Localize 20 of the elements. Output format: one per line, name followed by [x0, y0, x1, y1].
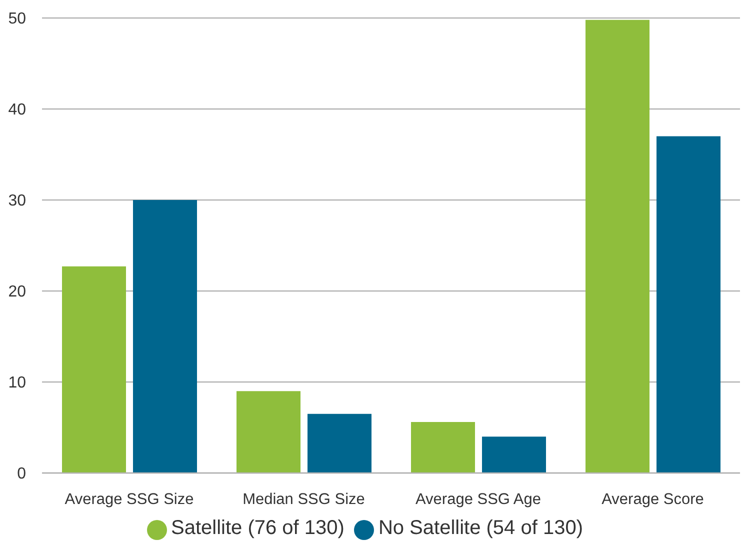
y-tick-label: 40 — [8, 102, 26, 119]
bar — [62, 266, 126, 473]
y-tick-label: 0 — [17, 466, 26, 483]
x-tick-label: Median SSG Size — [242, 491, 365, 508]
y-tick-label: 50 — [8, 10, 26, 28]
bar — [236, 391, 300, 473]
y-tick-label: 20 — [8, 284, 26, 301]
legend-label: Satellite (76 of 130) — [171, 517, 344, 539]
bar — [133, 200, 197, 473]
legend-label: No Satellite (54 of 130) — [378, 517, 583, 539]
y-tick-label: 30 — [8, 192, 26, 210]
y-tick-label: 10 — [8, 374, 26, 392]
bar — [411, 422, 475, 473]
x-tick-label: Average SSG Age — [415, 491, 542, 508]
bar — [482, 436, 546, 473]
x-tick-label: Average SSG Size — [64, 491, 194, 508]
bar — [656, 136, 720, 473]
bar — [586, 20, 650, 473]
bar — [308, 414, 372, 473]
x-tick-label: Average Score — [602, 491, 704, 508]
